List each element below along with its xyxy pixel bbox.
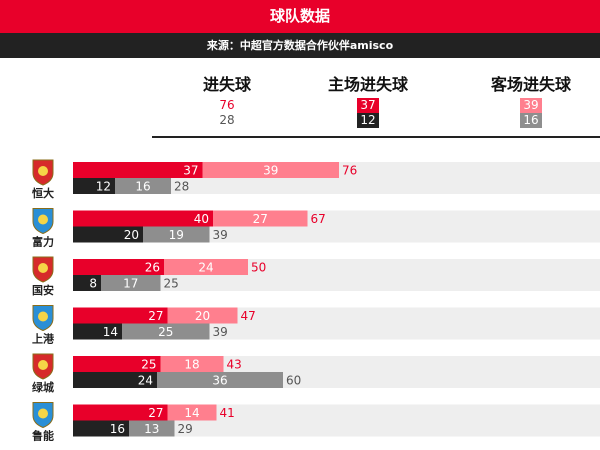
summary-total-header: 进失球 [202, 75, 251, 94]
label-home-for: 40 [194, 212, 209, 226]
bar-home-for [73, 404, 168, 421]
bar-home-for [73, 210, 213, 227]
summary-total-for: 76 [219, 98, 235, 112]
label-total-against: 29 [178, 422, 193, 436]
label-away-against: 16 [135, 180, 150, 194]
summary-total-against: 28 [219, 113, 235, 127]
team-name: 上港 [32, 332, 55, 346]
label-away-for: 14 [184, 406, 199, 420]
team-crest-emblem-icon [38, 408, 48, 419]
label-away-for: 27 [253, 212, 268, 226]
bar-home-against [73, 420, 129, 437]
summary-away-against: 16 [520, 113, 542, 128]
bar-away-against [143, 226, 210, 243]
bar-home-for [73, 259, 164, 275]
bar-away-for [202, 162, 339, 178]
bar-away-against [129, 420, 175, 437]
team-crest-emblem-icon [38, 311, 48, 322]
team-name: 富力 [32, 235, 54, 249]
team-name: 绿城 [32, 380, 54, 394]
label-total-against: 60 [286, 374, 301, 388]
team-name: 恒大 [32, 186, 54, 200]
label-total-for: 50 [251, 261, 266, 275]
label-home-for: 25 [141, 358, 156, 372]
summary-away-header: 客场进失球 [490, 75, 571, 94]
bar-home-for [73, 162, 203, 178]
team-crest-emblem-icon [38, 263, 48, 273]
label-home-against: 8 [89, 277, 97, 291]
bar-home-against [73, 178, 115, 194]
label-home-for: 27 [148, 309, 163, 323]
label-away-against: 36 [212, 374, 227, 388]
label-total-against: 39 [213, 325, 228, 339]
bar-home-against [73, 275, 101, 291]
bar-away-for [213, 210, 308, 227]
label-home-against: 14 [103, 325, 118, 339]
team-name: 鲁能 [32, 429, 54, 443]
label-away-for: 18 [184, 358, 199, 372]
page-title: 球队数据 [0, 0, 600, 33]
team-name: 国安 [32, 283, 54, 297]
summary-home: 主场进失球 37 12 [288, 72, 448, 128]
team-crest-emblem-icon [38, 214, 48, 225]
label-away-for: 24 [198, 261, 213, 275]
header-rule [152, 136, 600, 138]
label-away-against: 17 [123, 277, 138, 291]
bar-home-against [73, 226, 143, 243]
label-total-for: 67 [311, 212, 326, 226]
label-home-against: 16 [110, 422, 125, 436]
label-away-for: 20 [195, 309, 210, 323]
label-away-against: 19 [169, 228, 184, 242]
summary-home-for: 37 [357, 98, 379, 113]
label-away-against: 13 [144, 422, 159, 436]
summary-home-header: 主场进失球 [327, 75, 408, 94]
bar-away-against [157, 372, 283, 388]
label-home-for: 27 [148, 406, 163, 420]
label-home-against: 20 [124, 228, 139, 242]
team-crest-emblem-icon [38, 166, 48, 176]
summary-home-against: 12 [357, 113, 379, 128]
label-total-against: 39 [213, 228, 228, 242]
label-home-for: 37 [183, 164, 198, 178]
label-total-for: 43 [227, 358, 242, 372]
bar-away-for [160, 356, 224, 372]
bar-away-for [167, 404, 217, 421]
bar-away-against [101, 275, 161, 291]
bar-away-for [164, 259, 248, 275]
bar-home-against [73, 323, 122, 340]
label-total-for: 76 [342, 164, 357, 178]
summary-away: 客场进失球 39 16 [451, 72, 600, 128]
label-home-for: 26 [145, 261, 160, 275]
bar-home-against [73, 372, 157, 388]
source-caption: 来源：中超官方数据合作伙伴amisco [0, 33, 600, 58]
bar-away-against [115, 178, 171, 194]
bar-home-for [73, 356, 161, 372]
label-home-against: 12 [96, 180, 111, 194]
summary-total: 进失球 76 28 [147, 72, 307, 128]
label-total-against: 28 [174, 180, 189, 194]
label-away-against: 25 [158, 325, 173, 339]
label-total-for: 41 [220, 406, 235, 420]
bar-away-against [122, 323, 210, 340]
label-home-against: 24 [138, 374, 153, 388]
label-away-for: 39 [263, 164, 278, 178]
label-total-against: 25 [164, 277, 179, 291]
summary-away-for: 39 [520, 98, 542, 113]
bar-home-for [73, 307, 168, 324]
label-total-for: 47 [241, 309, 256, 323]
bar-away-for [167, 307, 238, 324]
team-crest-emblem-icon [38, 360, 48, 370]
